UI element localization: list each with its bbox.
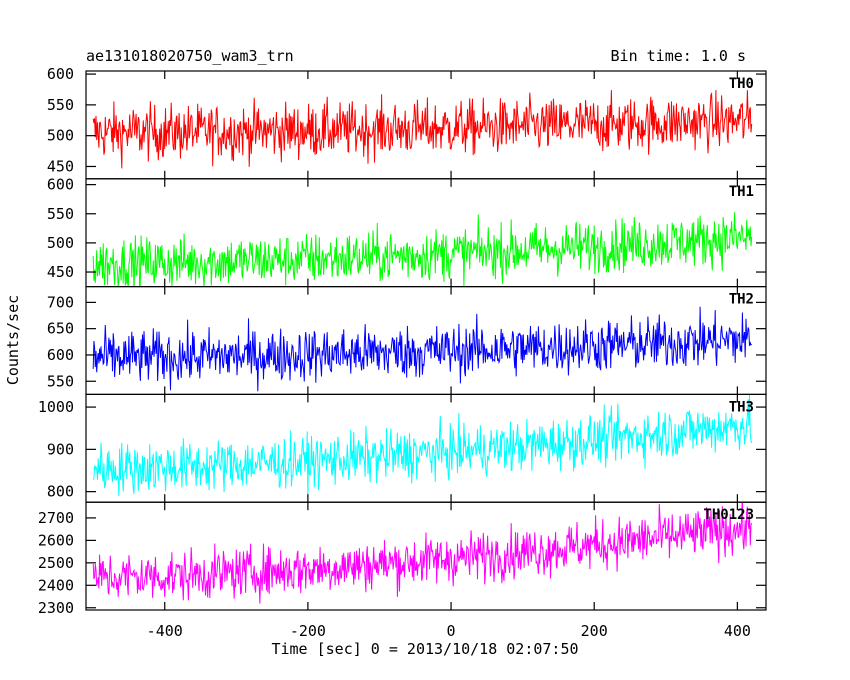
x-tick-label: 400 <box>724 622 751 640</box>
y-tick-label: 450 <box>47 263 74 281</box>
y-tick-label: 550 <box>47 205 74 223</box>
y-tick-label: 450 <box>47 157 74 175</box>
panel-th2: 550 600 650 700 TH2 <box>47 286 767 396</box>
x-tick-label: -200 <box>290 622 326 640</box>
panel-frame <box>85 501 767 611</box>
series-line-th0123 <box>92 502 753 604</box>
y-tick-label: 2500 <box>38 554 74 572</box>
y-tick-label: 2700 <box>38 509 74 527</box>
panel-label-th1: TH1 <box>729 184 754 200</box>
x-tick-label: 200 <box>581 622 608 640</box>
y-tick-label: 800 <box>47 483 74 501</box>
y-tick-label: 700 <box>47 293 74 311</box>
y-tick-label: 1000 <box>38 398 74 416</box>
x-axis: -400 -200 0 200 400 <box>147 622 751 640</box>
y-tick-label: 550 <box>47 372 74 390</box>
y-tick-label: 900 <box>47 440 74 458</box>
bin-time-label: Bin time: 1.0 s <box>611 47 746 65</box>
x-axis-label: Time [sec] 0 = 2013/10/18 02:07:50 <box>271 640 578 658</box>
y-tick-label: 600 <box>47 346 74 364</box>
panel-th0: 450 500 550 600 TH0 <box>47 65 767 180</box>
panel-label-th3: TH3 <box>729 399 754 415</box>
y-tick-label: 650 <box>47 320 74 338</box>
panel-label-th2: TH2 <box>729 292 754 308</box>
chart-title: ae131018020750_wam3_trn <box>86 47 294 65</box>
series-line-th2 <box>92 306 752 392</box>
panel-label-th0123: TH0123 <box>703 507 754 523</box>
y-tick-label: 500 <box>47 127 74 145</box>
y-tick-label: 600 <box>47 176 74 194</box>
series-line-th1 <box>92 212 753 287</box>
panel-label-th0: TH0 <box>729 76 754 92</box>
y-tick-label: 600 <box>47 65 74 83</box>
y-tick-label: 550 <box>47 96 74 114</box>
panels-group: 450 500 550 600 TH0 450 500 550 600 TH1 550 600 650 7… <box>38 65 767 617</box>
y-tick-label: 2400 <box>38 576 74 594</box>
y-tick-label: 500 <box>47 234 74 252</box>
y-tick-label: 2600 <box>38 531 74 549</box>
x-tick-label: -400 <box>147 622 183 640</box>
y-tick-label: 2300 <box>38 599 74 617</box>
panel-th1: 450 500 550 600 TH1 <box>47 176 767 288</box>
series-line-th0 <box>92 90 753 169</box>
panel-th0123: 2300 2400 2500 2600 2700 TH0123 <box>38 501 767 617</box>
y-axis-label: Counts/sec <box>4 295 22 385</box>
panel-th3: 800 900 1000 TH3 <box>38 393 767 503</box>
series-line-th3 <box>92 394 753 500</box>
x-tick-label: 0 <box>447 622 456 640</box>
